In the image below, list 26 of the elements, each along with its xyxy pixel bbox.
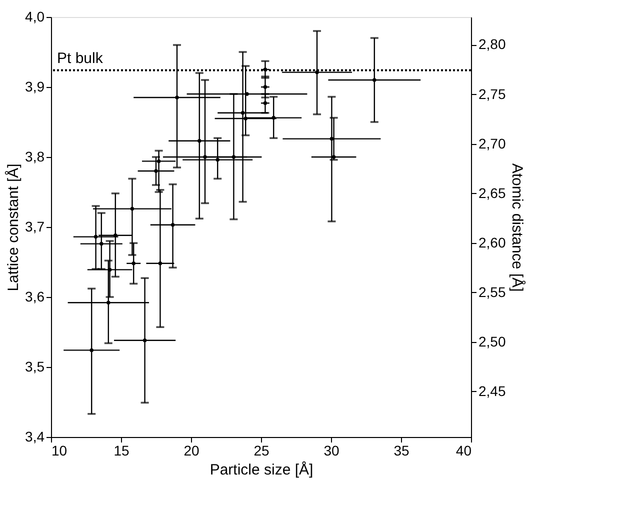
- x-axis-title: Particle size [Å]: [210, 460, 314, 478]
- x-tick-label: 10: [52, 442, 68, 458]
- y2-tick-label: 2,45: [478, 382, 506, 399]
- x-tick-label: 15: [114, 442, 130, 458]
- y-tick-label: 3,8: [25, 148, 45, 164]
- y2-tick-label: 2,60: [478, 234, 506, 250]
- y2-tick-label: 2,75: [478, 86, 506, 102]
- y2-tick-label: 2,70: [478, 135, 506, 152]
- x-tick-label: 30: [324, 442, 340, 458]
- y-tick-label: 3,5: [25, 358, 45, 374]
- y-tick-label: 3,6: [25, 288, 45, 304]
- x-tick-label: 25: [254, 442, 270, 458]
- ref-line-label: Pt bulk: [57, 50, 104, 68]
- y2-tick-label: 2,80: [478, 36, 506, 52]
- x-tick-label: 20: [184, 442, 200, 458]
- y2-tick-label: 2,50: [478, 333, 506, 350]
- y-tick-label: 4,0: [25, 8, 45, 24]
- y-axis-title: Lattice constant [Å]: [4, 164, 22, 292]
- x-tick-label: 40: [456, 442, 472, 458]
- y2-tick-label: 2,55: [478, 284, 506, 300]
- y-tick-label: 3,4: [25, 428, 45, 444]
- y2-axis-title: Atomic distance [Å]: [508, 163, 527, 292]
- x-tick-label: 35: [394, 442, 410, 458]
- y-tick-label: 3,9: [25, 78, 45, 94]
- y2-tick-label: 2,65: [478, 184, 506, 201]
- y-tick-label: 3,7: [25, 218, 45, 234]
